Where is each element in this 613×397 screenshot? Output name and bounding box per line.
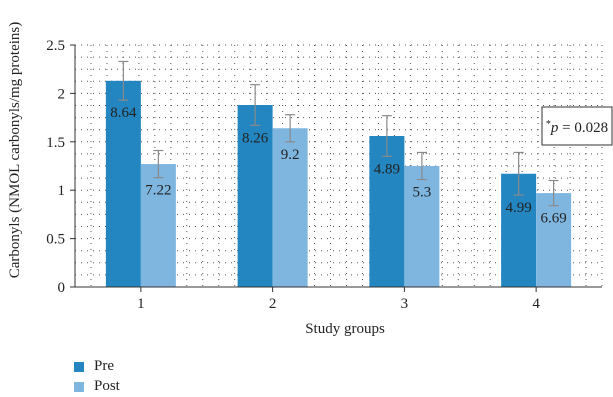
bars	[105, 80, 572, 288]
annotation-var: p	[550, 120, 559, 136]
x-tick-label-4: 4	[532, 296, 540, 312]
y-tick-label-0: 0	[58, 280, 66, 296]
y-tick-label-1.5: 1.5	[46, 135, 65, 151]
bar-post-3	[404, 166, 440, 287]
legend-item-pre: Pre	[74, 358, 114, 375]
bar-pre-3	[369, 135, 405, 287]
x-tick-label-3: 3	[401, 296, 409, 312]
bar-post-1	[140, 164, 176, 287]
data-label-pre-2: 8.26	[242, 130, 269, 146]
annotation-star: *	[546, 119, 551, 130]
error-bars	[118, 60, 559, 207]
y-axis-label: Carbonyls (NMOL carbonyls/mg proteins)	[7, 22, 23, 279]
legend-item-post: Post	[74, 378, 120, 395]
annotation-text: *p = 0.028	[546, 119, 608, 137]
x-tick-label-1: 1	[137, 296, 145, 312]
y-tick-label-2.5: 2.5	[46, 38, 65, 54]
bar-post-2	[272, 128, 308, 287]
data-label-post-4: 6.69	[541, 211, 567, 227]
data-label-pre-1: 8.64	[110, 105, 137, 121]
data-label-post-2: 9.2	[281, 147, 300, 163]
bar-pre-2	[237, 105, 273, 288]
data-labels: 8.64 7.22 8.26 9.2 4.89 5.3 4.99 6.69	[110, 105, 567, 227]
x-axis-label: Study groups	[305, 321, 385, 337]
data-label-post-1: 7.22	[145, 183, 171, 199]
data-label-post-3: 5.3	[413, 185, 432, 201]
legend-label-post: Post	[94, 378, 120, 394]
p-value-annotation: *p = 0.028	[541, 106, 613, 146]
y-tick-label-1: 1	[58, 183, 66, 199]
x-tick-label-2: 2	[269, 296, 277, 312]
data-label-pre-3: 4.89	[374, 161, 400, 177]
annotation-box	[541, 106, 613, 146]
annotation-value: = 0.028	[558, 120, 608, 136]
legend-swatch-post	[74, 381, 84, 392]
data-label-pre-4: 4.99	[506, 200, 532, 216]
y-tick-label-2: 2	[58, 86, 66, 102]
legend-swatch-pre	[74, 361, 84, 372]
bar-post-4	[536, 193, 572, 287]
bar-pre-1	[105, 80, 141, 287]
axes: 1 2 3 4 0 0.5 1 1.5 2 2.5	[46, 38, 602, 312]
legend-label-pre: Pre	[94, 358, 114, 374]
y-tick-label-0.5: 0.5	[46, 232, 65, 248]
